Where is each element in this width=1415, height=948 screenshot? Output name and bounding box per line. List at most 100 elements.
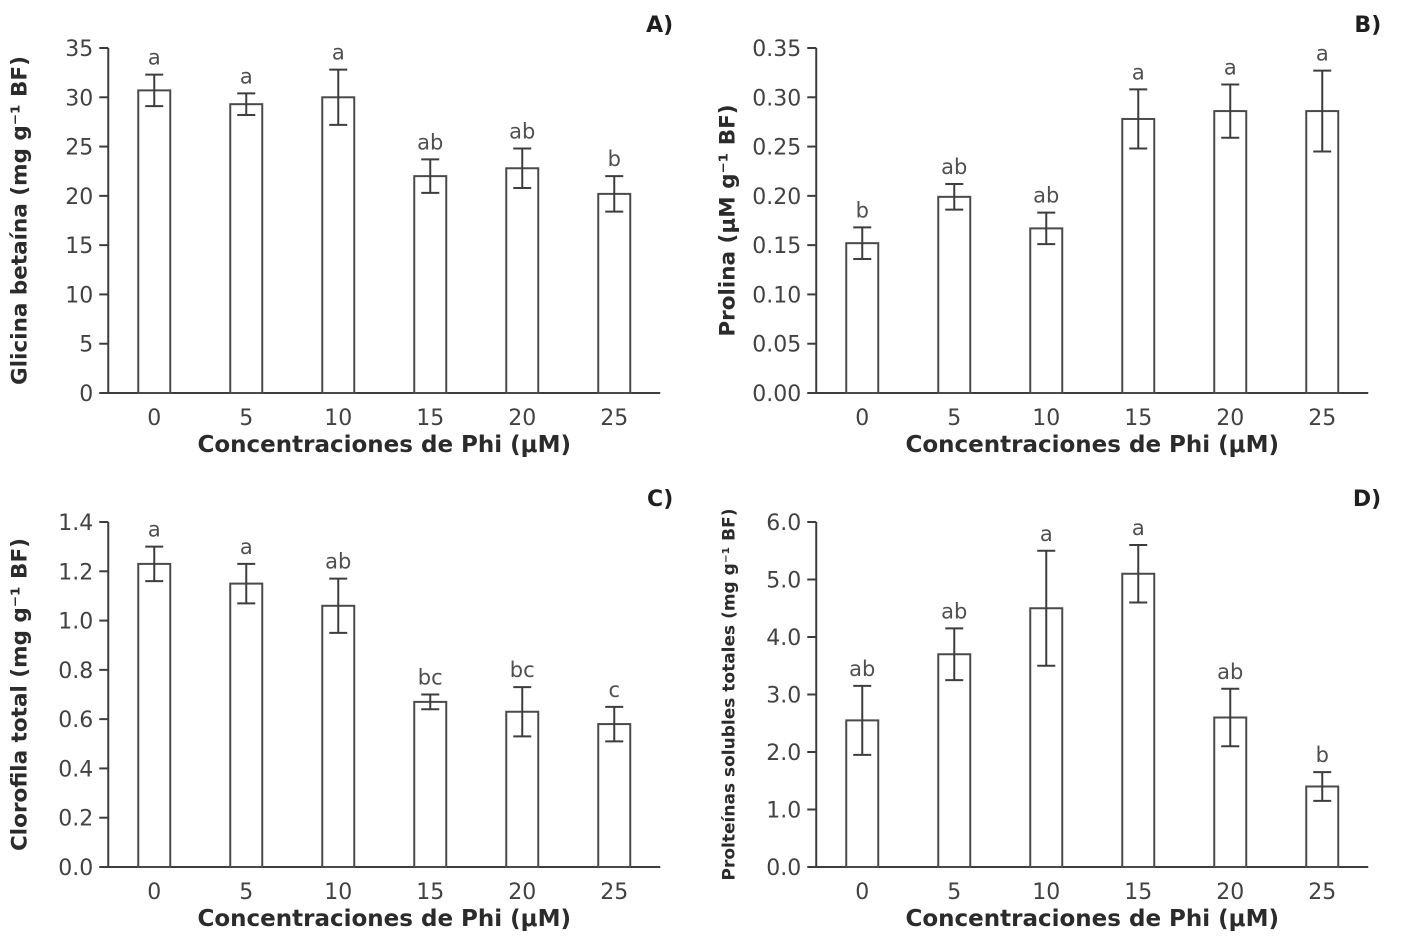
y-tick-label: 0.2	[58, 807, 93, 832]
y-tick-label: 10	[65, 283, 93, 308]
significance-letter: ab	[1217, 660, 1243, 684]
significance-letter: a	[332, 41, 345, 65]
significance-letter: c	[608, 678, 620, 702]
x-tick-label: 25	[1308, 880, 1336, 905]
y-tick-label: 1.0	[766, 799, 801, 824]
x-axis-label: Concentraciones de Phi (μM)	[197, 432, 571, 458]
y-tick-label: 1.4	[58, 511, 93, 536]
y-axis-label: Prolina (μM g⁻¹ BF)	[715, 104, 740, 336]
chart-panel-a: 0 5 10 15 20 25 30 35 a 0 a 5 a 10 ab 15 ab 20 b 25 Concentr…	[7, 13, 673, 458]
significance-letter: ab	[941, 599, 967, 623]
x-tick-label: 5	[947, 880, 961, 905]
significance-letter: a	[1039, 522, 1052, 546]
chart-panel-d: 0.0 1.0 2.0 3.0 4.0 5.0 6.0 ab 0 ab 5 a 10 a 15 ab 20 b 25…	[719, 487, 1381, 932]
x-tick-label: 10	[324, 406, 352, 431]
significance-letter: a	[148, 46, 161, 70]
y-tick-label: 25	[65, 136, 93, 161]
significance-letter: bc	[510, 658, 535, 682]
x-tick-label: 20	[508, 406, 536, 431]
y-tick-label: 0	[79, 382, 93, 407]
y-tick-label: 0.20	[752, 185, 801, 210]
x-tick-label: 25	[1308, 406, 1336, 431]
bar	[936, 653, 971, 868]
y-axis-label: Clorofila total (mg g⁻¹ BF)	[7, 538, 32, 851]
y-tick-label: 6.0	[766, 511, 801, 536]
significance-letter: bc	[418, 666, 443, 690]
y-tick-label: 1.2	[58, 560, 93, 585]
y-tick-label: 1.0	[58, 610, 93, 635]
bar	[229, 103, 264, 395]
y-tick-label: 15	[65, 234, 93, 259]
significance-letter: a	[1131, 60, 1144, 84]
y-axis-label: Glicina betaína (mg g⁻¹ BF)	[7, 56, 32, 385]
x-tick-label: 25	[600, 406, 628, 431]
significance-letter: a	[148, 518, 161, 542]
significance-letter: a	[1315, 42, 1328, 66]
bar	[413, 700, 448, 868]
significance-letter: ab	[509, 120, 535, 144]
significance-letter: ab	[325, 550, 351, 574]
x-axis-label: Concentraciones de Phi (μM)	[905, 906, 1279, 932]
y-tick-label: 0.35	[752, 37, 801, 62]
significance-letter: a	[1223, 55, 1236, 79]
bar	[229, 582, 264, 868]
chart-panel-c: 0.0 0.2 0.4 0.6 0.8 1.0 1.2 1.4 a 0 a 5 ab 10 bc 15 bc 20…	[7, 487, 673, 932]
x-tick-label: 15	[1124, 406, 1152, 431]
y-tick-label: 3.0	[766, 684, 801, 709]
x-tick-label: 10	[324, 880, 352, 905]
y-tick-label: 0.0	[766, 856, 801, 881]
bar	[1212, 110, 1247, 394]
chart-panel-b: 0.00 0.05 0.10 0.15 0.20 0.25 0.30 0.35 b 0 ab 5 ab 1…	[715, 13, 1381, 458]
y-tick-label: 2.0	[766, 741, 801, 766]
x-tick-label: 5	[947, 406, 961, 431]
y-tick-label: 20	[65, 185, 93, 210]
significance-letter: a	[240, 64, 253, 88]
x-tick-label: 5	[239, 880, 253, 905]
x-axis-label: Concentraciones de Phi (μM)	[197, 906, 571, 932]
bar	[137, 89, 172, 394]
panel-label: D)	[1352, 487, 1380, 512]
y-tick-label: 5	[79, 333, 93, 358]
x-tick-label: 15	[1124, 880, 1152, 905]
x-tick-label: 15	[416, 406, 444, 431]
y-tick-label: 0.05	[752, 333, 801, 358]
panel-label: A)	[646, 13, 673, 38]
x-tick-label: 20	[1216, 406, 1244, 431]
y-tick-label: 35	[65, 37, 93, 62]
bar	[321, 604, 356, 869]
significance-letter: ab	[849, 657, 875, 681]
y-tick-label: 0.6	[58, 708, 93, 733]
bar	[413, 175, 448, 394]
bar	[1304, 110, 1339, 394]
significance-letter: ab	[941, 155, 967, 179]
bar	[1028, 227, 1063, 394]
x-tick-label: 0	[147, 406, 161, 431]
bar	[137, 562, 172, 869]
x-tick-label: 0	[855, 880, 869, 905]
y-tick-label: 0.0	[58, 856, 93, 881]
x-tick-label: 20	[1216, 880, 1244, 905]
significance-letter: a	[240, 535, 253, 559]
y-tick-label: 0.10	[752, 283, 801, 308]
x-axis-label: Concentraciones de Phi (μM)	[905, 432, 1279, 458]
y-tick-label: 0.4	[58, 757, 93, 782]
x-tick-label: 20	[508, 880, 536, 905]
significance-letter: b	[1315, 743, 1328, 767]
bar	[936, 195, 971, 394]
x-tick-label: 10	[1032, 880, 1060, 905]
y-tick-label: 4.0	[766, 626, 801, 651]
bar	[505, 710, 540, 868]
bar	[505, 167, 540, 394]
bar	[597, 192, 632, 394]
significance-letter: ab	[417, 130, 443, 154]
x-tick-label: 0	[855, 406, 869, 431]
y-tick-label: 0.8	[58, 659, 93, 684]
y-tick-label: 0.25	[752, 136, 801, 161]
bar	[321, 96, 356, 395]
bar	[844, 242, 879, 394]
significance-letter: ab	[1033, 184, 1059, 208]
y-tick-label: 5.0	[766, 569, 801, 594]
bar	[1120, 117, 1155, 394]
y-axis-label: Prolteínas solubles totales (mg g⁻¹ BF)	[719, 509, 739, 881]
x-tick-label: 10	[1032, 406, 1060, 431]
